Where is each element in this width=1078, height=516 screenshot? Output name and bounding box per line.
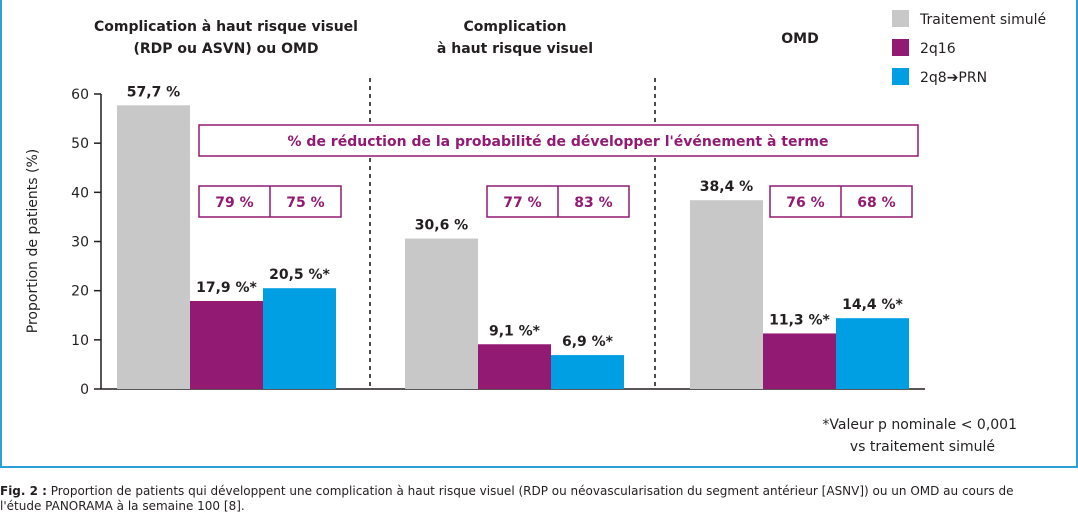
- bar-value-label: 11,3 %*: [769, 312, 830, 328]
- y-axis-label: Proportion de patients (%): [25, 149, 41, 333]
- reduction-banner-text: % de réduction de la probabilité de déve…: [288, 134, 829, 150]
- y-tick-label: 50: [71, 136, 89, 152]
- bar-value-label: 9,1 %*: [489, 323, 541, 339]
- group-title: à haut risque visuel: [437, 41, 593, 57]
- bar-value-label: 38,4 %: [700, 179, 753, 195]
- bar: [690, 200, 763, 389]
- legend-swatch: [892, 10, 909, 27]
- reduction-value: 83 %: [574, 195, 612, 211]
- footnote-line: vs traitement simulé: [850, 439, 995, 455]
- bar: [551, 355, 624, 389]
- bar-value-label: 30,6 %: [415, 218, 468, 234]
- group-title: Complication: [464, 19, 567, 35]
- bar-value-label: 57,7 %: [127, 84, 180, 100]
- legend-swatch: [892, 68, 909, 85]
- caption-line-1: Proportion de patients qui développent u…: [46, 484, 1014, 498]
- group-title: Complication à haut risque visuel: [94, 19, 358, 35]
- bar-chart: 0 10 20 30 40 50 60 Proportion de patients (%) 5…: [25, 10, 1046, 455]
- y-tick-label: 20: [71, 284, 89, 300]
- bar-value-label: 6,9 %*: [562, 334, 614, 350]
- legend-label: Traitement simulé: [919, 12, 1046, 28]
- footnote-line: *Valeur p nominale < 0,001: [822, 417, 1017, 433]
- bar: [263, 288, 336, 389]
- bar: [836, 318, 909, 389]
- bar: [117, 105, 190, 389]
- bar-value-label: 14,4 %*: [842, 297, 903, 313]
- legend-label: 2q8➔PRN: [920, 70, 987, 86]
- reduction-banner-box: [198, 124, 919, 157]
- bar-value-label: 20,5 %*: [269, 267, 330, 283]
- figure-frame: [0, 0, 1078, 468]
- y-tick-label: 0: [80, 382, 89, 398]
- bar: [763, 333, 836, 389]
- reduction-value: 76 %: [786, 195, 824, 211]
- legend-label: 2q16: [920, 41, 956, 57]
- group-title: OMD: [781, 31, 818, 47]
- caption-prefix: Fig. 2 :: [0, 484, 47, 498]
- reduction-value: 77 %: [503, 195, 541, 211]
- reduction-value: 75 %: [286, 195, 324, 211]
- reduction-value: 68 %: [857, 195, 895, 211]
- bar: [190, 300, 263, 389]
- y-tick-label: 40: [71, 185, 89, 201]
- group-title: (RDP ou ASVN) ou OMD: [133, 41, 318, 57]
- y-tick-label: 60: [71, 87, 89, 103]
- y-tick-label: 10: [71, 333, 89, 349]
- legend-swatch: [892, 39, 909, 56]
- bar: [478, 344, 551, 389]
- figure-caption: Fig. 2 : Proportion de patients qui déve…: [0, 484, 1078, 514]
- bar: [405, 238, 478, 389]
- y-tick-label: 30: [71, 235, 89, 251]
- reduction-value: 79 %: [215, 195, 253, 211]
- caption-line-2: l'étude PANORAMA à la semaine 100 [8].: [0, 499, 245, 513]
- bar-value-label: 17,9 %*: [196, 280, 257, 296]
